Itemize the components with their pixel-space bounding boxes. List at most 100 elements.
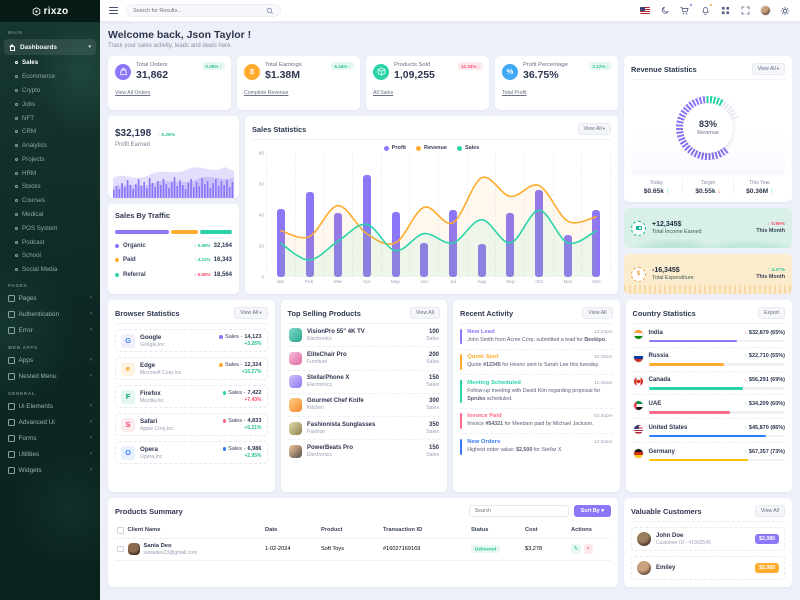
expenditure-change: ↑ 4.27% <box>767 267 785 273</box>
bell-icon[interactable] <box>699 2 713 17</box>
sidebar-item-apps[interactable]: Apps › <box>0 353 100 369</box>
cart-icon[interactable] <box>679 2 693 17</box>
edit-icon[interactable]: ✎ <box>571 544 581 554</box>
welcome-subtitle: Track your sales activity, leads and dea… <box>108 43 233 49</box>
country-progress-bar <box>648 410 731 414</box>
search-input[interactable] <box>133 7 262 14</box>
traffic-value: 18,564 <box>213 271 232 278</box>
sidebar-item-dashboards[interactable]: Dashboards ▾ <box>4 39 96 55</box>
sidebar-item-error[interactable]: Error › <box>0 323 100 339</box>
sidebar-item-label: Courses <box>22 197 46 205</box>
sidebar-item-podcast[interactable]: Podcast <box>0 235 100 249</box>
sidebar-item-pos-system[interactable]: POS System <box>0 221 100 235</box>
us-flag-icon[interactable] <box>639 5 651 17</box>
browser-row-firefox[interactable]: F Firefox Mozilla,Inc Sales - 7,422 +7.43% <box>115 385 268 408</box>
grid-icon[interactable] <box>719 5 731 17</box>
sidebar-item-pages[interactable]: Pages › <box>0 291 100 307</box>
country-amount: $22,710 (55%) <box>748 353 785 360</box>
sidebar-item-courses[interactable]: Courses <box>0 194 100 208</box>
export-button[interactable]: Export <box>758 307 785 319</box>
ru-flag-icon <box>632 352 644 364</box>
sidebar-item-widgets[interactable]: Widgets › <box>0 463 100 479</box>
browser-row-edge[interactable]: e Edge Microsoft Corp,Inc Sales - 12,324 +15… <box>115 357 268 380</box>
product-row-fashionista-sunglasses[interactable]: Fashionista Sunglasses Fashion 350 Sales <box>287 417 440 441</box>
sidebar-item-nft[interactable]: NFT <box>0 111 100 125</box>
browser-view-all-button[interactable]: View All▾ <box>234 307 268 319</box>
customer-row-john-doe[interactable]: John Doe Customer ID - #1902545 $2,080 <box>631 527 785 551</box>
sidebar-item-forms[interactable]: Forms › <box>0 431 100 447</box>
product-sales-count: 150 <box>428 375 439 382</box>
product-category: Electronics <box>307 335 332 342</box>
product-image <box>288 351 302 366</box>
sidebar-item-stocks[interactable]: Stocks <box>0 180 100 194</box>
sidebar-item-school[interactable]: School <box>0 249 100 263</box>
sidebar-item-analytics[interactable]: Analytics <box>0 139 100 153</box>
activity-view-all-button[interactable]: View All <box>582 307 613 319</box>
activity-time: 12:23am <box>593 439 613 445</box>
browser-row-safari[interactable]: S Safari Apple Corp,Inc Sales - 4,833 +5.21% <box>115 413 268 436</box>
sidebar-item-advanced-ui[interactable]: Advanced Ui › <box>0 415 100 431</box>
avatar[interactable] <box>759 5 771 17</box>
sidebar-item-ecommerce[interactable]: Ecommerce <box>0 70 100 84</box>
product-row-stellarphone-x[interactable]: StellarPhone X Electronics 150 Sales <box>287 371 440 394</box>
products-summary-card: Products Summary Sort By ▾ Client NameDa… <box>108 498 618 587</box>
browser-row-google[interactable]: G Google Google,Inc Sales - 14,123 +3.26% <box>115 329 268 352</box>
sales-statistics-view-all-button[interactable]: View All▾ <box>577 123 611 135</box>
percent-icon: % <box>502 63 518 80</box>
revenue-view-all-button[interactable]: View All▾ <box>751 63 785 75</box>
sidebar-item-authentication[interactable]: Authentication › <box>0 307 100 323</box>
sales-statistics-title: Sales Statistics <box>252 124 307 134</box>
brand-logo-icon <box>32 6 40 16</box>
sidebar-item-ui-elements[interactable]: Ui Elements › <box>0 399 100 415</box>
customers-view-all-button[interactable]: View All <box>754 505 785 517</box>
stat-link[interactable]: Complete Revenue <box>244 90 289 96</box>
top-selling-title: Top Selling Products <box>287 308 361 318</box>
row-checkbox[interactable] <box>117 545 124 553</box>
customer-row-emiley[interactable]: Emiley $2,060 <box>631 556 785 580</box>
browser-row-opera[interactable]: O Opera Opera,Inc Sales - 6,986 +2.95% <box>115 441 268 464</box>
delete-icon[interactable]: × <box>583 544 593 554</box>
sidebar-item-projects[interactable]: Projects <box>0 152 100 166</box>
sidebar-item-nested-menu[interactable]: Nested Menu › <box>0 369 100 385</box>
products-search-input[interactable] <box>468 505 569 517</box>
sidebar-item-jobs[interactable]: Jobs <box>0 97 100 111</box>
sidebar-item-hrm[interactable]: HRM <box>0 166 100 180</box>
product-row-gourmet-chef-knife[interactable]: Gourmet Chef Knife Kitchen 300 Sales <box>287 394 440 418</box>
x-axis-label: Jan <box>276 279 285 285</box>
stat-link[interactable]: All Sales <box>373 90 394 96</box>
fullscreen-icon[interactable] <box>739 5 751 17</box>
product-row-elitechair-pro[interactable]: EliteChair Pro Furniture 200 Sales <box>287 347 440 371</box>
product-sales-count: 100 <box>428 328 439 335</box>
menu-toggle-icon[interactable] <box>109 7 118 14</box>
stat-card-profit-percentage: 2.12% ↑% Profit Percentage 36.75% Total Pro… <box>495 56 618 110</box>
sidebar-item-social-media[interactable]: Social Media <box>0 263 100 277</box>
legend-dot-icon <box>115 272 119 277</box>
stat-link[interactable]: Total Profit <box>502 90 527 96</box>
sidebar-item-crm[interactable]: CRM <box>0 125 100 139</box>
search-icon[interactable] <box>266 7 274 15</box>
revenue-statistics-title: Revenue Statistics <box>631 64 697 74</box>
product-name: VisionPro 55" 4K TV <box>307 328 365 335</box>
product-row-visionpro-55-4k-tv[interactable]: VisionPro 55" 4K TV Electronics 100 Sales <box>287 324 440 348</box>
select-all-checkbox[interactable] <box>117 527 124 534</box>
moon-icon[interactable] <box>659 5 671 17</box>
sidebar-item-sales[interactable]: Sales <box>0 56 100 70</box>
revenue-gauge: 83% Revenue <box>676 95 740 160</box>
welcome-block: Welcome back, Json Taylor ! Track your s… <box>108 29 792 49</box>
gear-icon[interactable] <box>779 5 791 17</box>
widgets-icon <box>8 467 15 474</box>
browser-company: Apple Corp,Inc <box>140 425 174 432</box>
product-row-powerbeats-pro[interactable]: PowerBeats Pro Electronics 150 Sales <box>288 440 441 462</box>
sort-by-button[interactable]: Sort By ▾ <box>573 505 611 517</box>
sidebar-item-label: Widgets <box>18 467 42 474</box>
stat-link[interactable]: View All Orders <box>115 90 151 96</box>
activity-marker <box>460 413 463 429</box>
dollar-icon: $ <box>244 63 260 80</box>
sidebar-item-crypto[interactable]: Crypto <box>0 84 100 98</box>
sidebar-item-medical[interactable]: Medical <box>0 208 100 222</box>
top-selling-view-all-button[interactable]: View All <box>409 307 440 319</box>
sidebar-item-utilities[interactable]: Utilities › <box>0 447 100 463</box>
sidebar-section-label: Pages <box>8 282 28 288</box>
brand-logo[interactable]: rixzo <box>0 0 100 22</box>
